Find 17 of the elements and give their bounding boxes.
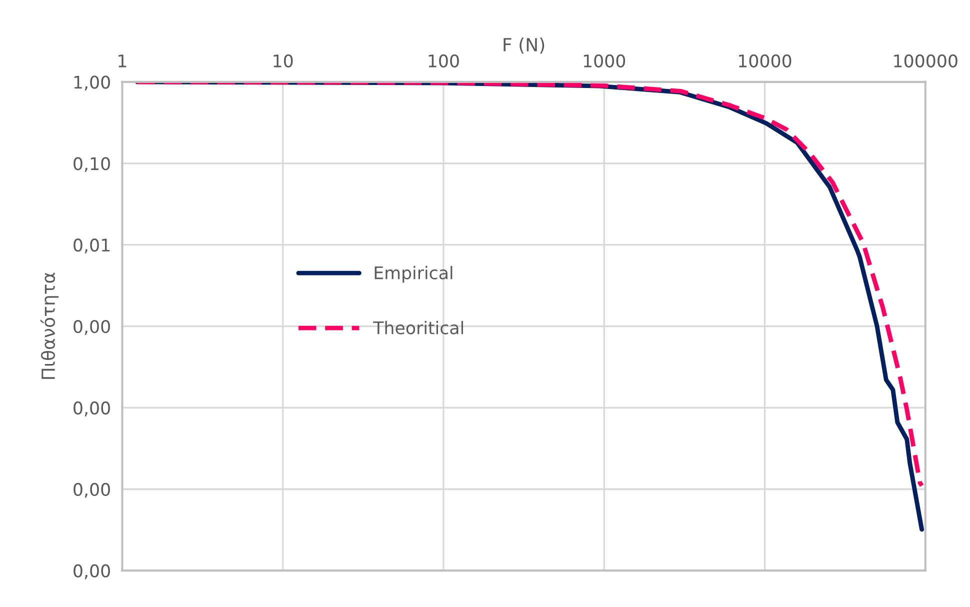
y-tick-label: 0,00 (74, 320, 110, 335)
y-tick-label: 0,00 (74, 482, 110, 498)
x-tick-label: 10000 (739, 54, 792, 68)
y-axis-title: Πιθανότητα (40, 272, 59, 379)
x-tick-label: 100000 (894, 54, 958, 68)
legend-label: Empirical (374, 266, 452, 283)
x-tick-label: 1 (118, 54, 126, 68)
x-tick-label: 10 (274, 54, 293, 68)
x-axis-title: F (N) (504, 38, 544, 54)
x-tick-label: 1000 (584, 54, 626, 68)
y-tick-label: 0,10 (74, 157, 110, 172)
legend-label: Theoritical (373, 320, 464, 334)
y-tick-label: 0,01 (74, 238, 110, 254)
x-tick-label: 100 (428, 54, 459, 68)
y-tick-label: 0,00 (74, 401, 110, 416)
y-tick-label: 1,00 (74, 76, 110, 91)
y-tick-label: 0,00 (74, 564, 110, 580)
